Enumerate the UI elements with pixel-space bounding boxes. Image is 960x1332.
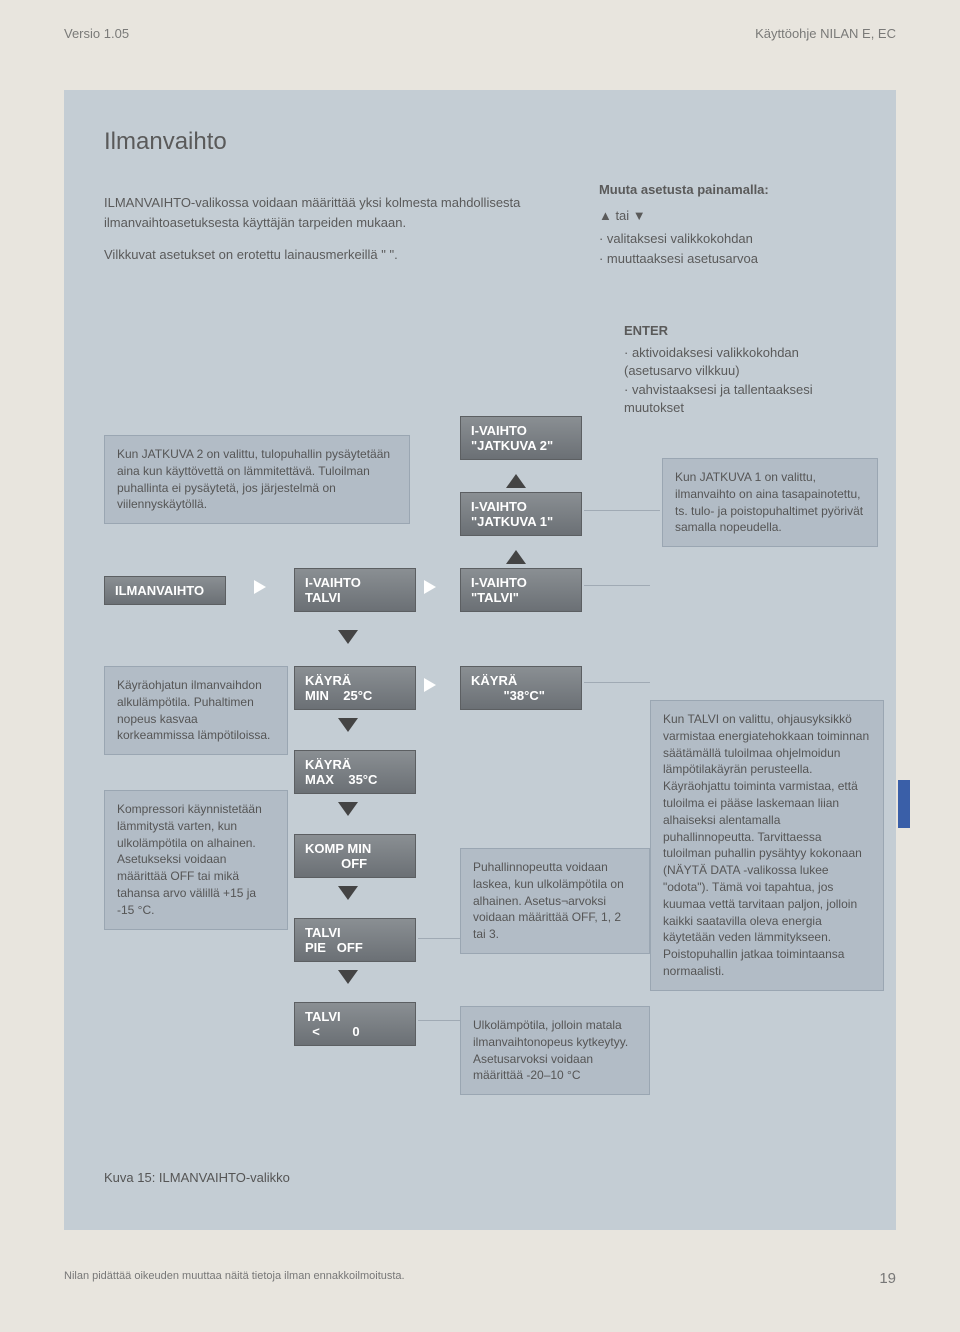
arrow-down-icon (338, 802, 358, 816)
intro-p2: Vilkkuvat asetukset on erotettu lainausm… (104, 245, 539, 265)
enter-item-2: vahvistaaksesi ja tallentaaksesi muutoks… (624, 381, 864, 417)
menu-talvi-lt: TALVI < 0 (294, 1002, 416, 1046)
note-jatkuva2: Kun JATKUVA 2 on valittu, tulopuhallin p… (104, 435, 410, 524)
arrow-down-icon (338, 886, 358, 900)
change-item-2: muuttaaksesi asetusarvoa (599, 249, 856, 269)
menu-root: ILMANVAIHTO (104, 576, 226, 605)
change-heading: Muuta asetusta painamalla: (599, 180, 856, 200)
menu-kayra-max: KÄYRÄ MAX 35°C (294, 750, 416, 794)
menu-ivaihto-j1: I-VAIHTO "JATKUVA 1" (460, 492, 582, 536)
menu-ivaihto-j2: I-VAIHTO "JATKUVA 2" (460, 416, 582, 460)
arrow-right-icon (424, 580, 436, 594)
content-panel: Ilmanvaihto ILMANVAIHTO-valikossa voidaa… (64, 90, 896, 1230)
connector-line (584, 585, 650, 586)
menu-komp-min: KOMP MIN OFF (294, 834, 416, 878)
menu-talvi-pie: TALVI PIE OFF (294, 918, 416, 962)
enter-heading: ENTER (624, 322, 864, 340)
arrow-right-icon (424, 678, 436, 692)
menu-kayra-38: KÄYRÄ "38°C" (460, 666, 582, 710)
arrow-down-icon (338, 718, 358, 732)
doc-title: Käyttöohje NILAN E, EC (755, 26, 896, 41)
enter-item-1: aktivoidaksesi valikkokohdan (asetusarvo… (624, 344, 864, 380)
footer-text: Nilan pidättää oikeuden muuttaa näitä ti… (64, 1270, 405, 1287)
note-ulko: Ulkolämpötila, jolloin matala ilmanvaiht… (460, 1006, 650, 1095)
arrow-down-icon (338, 630, 358, 644)
note-komp: Kompressori käynnistetään lämmitystä var… (104, 790, 288, 930)
connector-line (584, 682, 650, 683)
side-tab (898, 780, 910, 828)
intro-p1: ILMANVAIHTO-valikossa voidaan määrittää … (104, 193, 539, 232)
connector-line (418, 1020, 460, 1021)
arrow-down-icon (338, 970, 358, 984)
note-puhallin: Puhallinnopeutta voidaan laskea, kun ulk… (460, 848, 650, 954)
note-kayra: Käyräohjatun ilmanvaihdon alkulämpötila.… (104, 666, 288, 755)
note-talvi: Kun TALVI on valittu, ohjausyksikkö varm… (650, 700, 884, 991)
note-jatkuva1: Kun JATKUVA 1 on valittu, ilmanvaihto on… (662, 458, 878, 547)
menu-ivaihto-talvi: I-VAIHTO TALVI (294, 568, 416, 612)
connector-line (418, 938, 460, 939)
enter-block: ENTER aktivoidaksesi valikkokohdan (aset… (624, 322, 864, 421)
arrow-keys-text: ▲ tai ▼ (599, 206, 856, 226)
version-text: Versio 1.05 (64, 26, 129, 41)
menu-ivaihto-talvi-q: I-VAIHTO "TALVI" (460, 568, 582, 612)
change-item-1: valitaksesi valikkokohdan (599, 229, 856, 249)
connector-line (584, 510, 660, 511)
arrow-up-icon (506, 550, 526, 564)
page-number: 19 (879, 1270, 896, 1287)
arrow-right-icon (254, 580, 266, 594)
page-title: Ilmanvaihto (104, 128, 896, 156)
figure-caption: Kuva 15: ILMANVAIHTO-valikko (104, 1170, 290, 1185)
arrow-up-icon (506, 474, 526, 488)
menu-kayra-min: KÄYRÄ MIN 25°C (294, 666, 416, 710)
